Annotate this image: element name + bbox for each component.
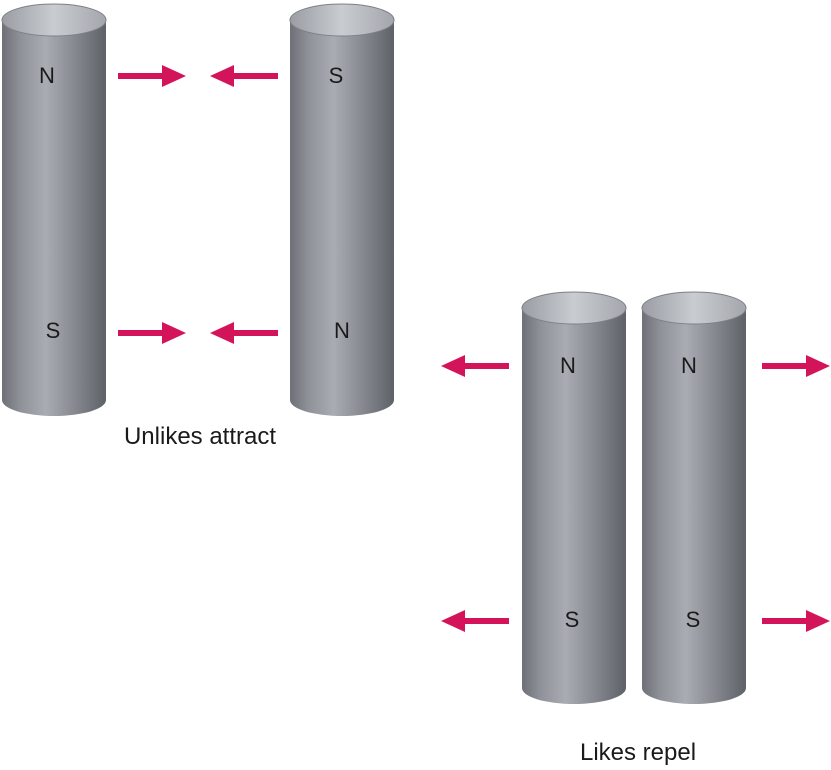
likes-repel-group: N S N S Likes repel — [441, 291, 830, 766]
unlikes-right-bottom-pole: N — [334, 318, 350, 343]
repel-arrow-top-right-icon — [762, 355, 830, 377]
likes-left-magnet: N S — [521, 291, 627, 704]
repel-arrow-top-left-icon — [441, 355, 509, 377]
likes-caption: Likes repel — [580, 739, 696, 766]
attract-arrow-bottom-right-icon — [118, 322, 186, 344]
unlikes-left-magnet: N S — [1, 3, 107, 416]
attract-arrow-top-left-icon — [210, 65, 278, 87]
likes-left-top-pole: N — [560, 353, 576, 378]
unlikes-attract-group: N S S N Unlikes attract — [1, 3, 395, 450]
repel-arrow-bottom-right-icon — [762, 610, 830, 632]
unlikes-caption: Unlikes attract — [124, 423, 276, 450]
likes-right-bottom-pole: S — [686, 607, 701, 632]
likes-right-top-pole: N — [681, 353, 697, 378]
attract-arrow-top-right-icon — [118, 65, 186, 87]
likes-right-magnet: N S — [641, 291, 747, 704]
unlikes-right-magnet: S N — [289, 3, 395, 416]
unlikes-left-top-pole: N — [39, 63, 55, 88]
unlikes-left-bottom-pole: S — [46, 318, 61, 343]
attract-arrow-bottom-left-icon — [210, 322, 278, 344]
repel-arrow-bottom-left-icon — [441, 610, 509, 632]
unlikes-right-top-pole: S — [329, 63, 344, 88]
likes-left-bottom-pole: S — [565, 607, 580, 632]
